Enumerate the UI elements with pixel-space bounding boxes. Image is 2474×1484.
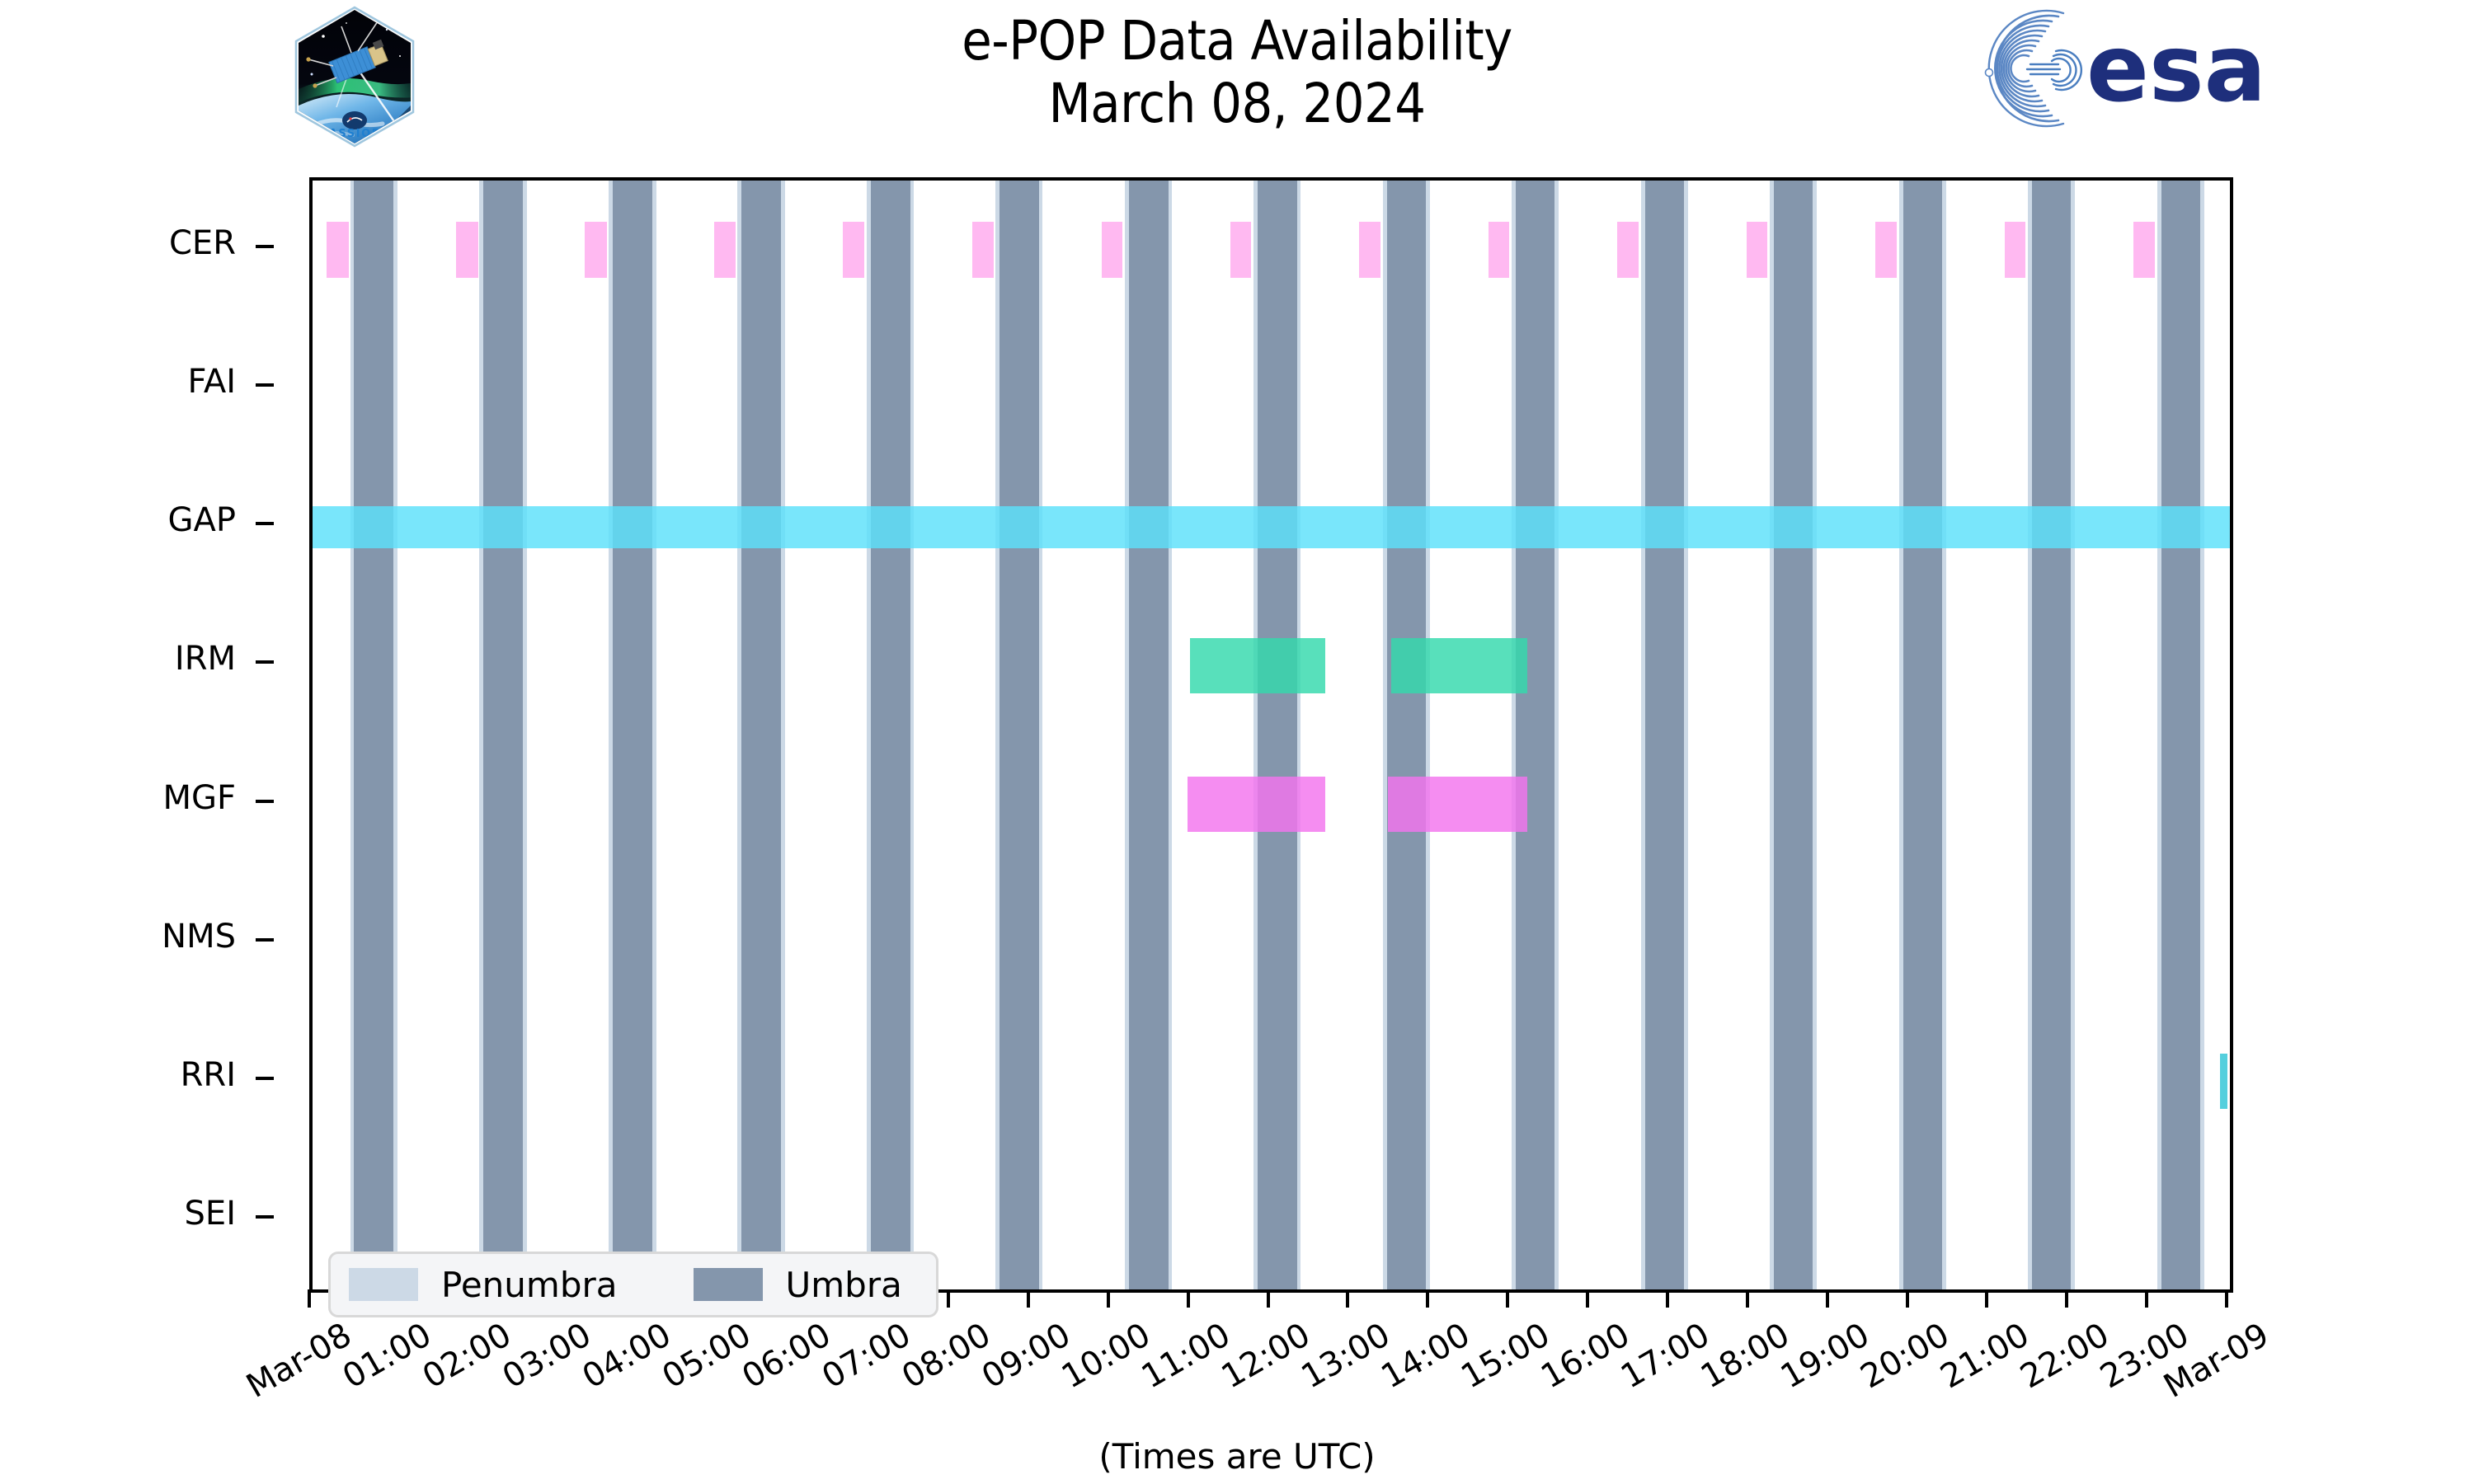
y-tick-label-mgf: MGF: [162, 778, 236, 817]
esa-wordmark: esa: [2086, 16, 2266, 123]
esa-swirl-icon: [1984, 9, 2083, 128]
x-tick-mark: [1905, 1289, 1909, 1308]
umbra-band: [2031, 181, 2072, 1289]
umbra-band: [871, 181, 910, 1289]
y-tick-mark: [256, 660, 274, 665]
legend-item-penumbra: Penumbra: [331, 1265, 618, 1305]
x-tick-mark: [1106, 1289, 1110, 1308]
data-block-cer: [843, 222, 865, 278]
umbra-band: [354, 181, 393, 1289]
data-block-cer: [1102, 222, 1123, 278]
data-block-cer: [1616, 222, 1639, 278]
data-block-cer: [2133, 222, 2155, 278]
umbra-band: [1773, 181, 1813, 1289]
data-block-cer: [1874, 222, 1898, 278]
x-tick-mark: [1026, 1289, 1030, 1308]
data-block-irm: [1390, 637, 1528, 694]
x-tick-mark: [1985, 1289, 1989, 1308]
x-tick-mark: [1266, 1289, 1270, 1308]
legend-label-penumbra: Penumbra: [441, 1264, 618, 1305]
y-tick-mark: [256, 245, 274, 249]
legend: Penumbra Umbra: [328, 1252, 938, 1317]
data-block-gap: [313, 506, 2230, 548]
data-block-cer: [972, 222, 995, 278]
data-block-cer: [1746, 222, 1768, 278]
legend-swatch-penumbra: [349, 1268, 418, 1301]
x-tick-mark: [1186, 1289, 1190, 1308]
plot-inner: [313, 181, 2230, 1289]
header: CASSIOPE e-POP Data Availability March 0…: [0, 0, 2474, 177]
x-tick-mark: [1346, 1289, 1350, 1308]
data-block-cer: [327, 222, 349, 278]
y-tick-mark: [256, 799, 274, 803]
title-line-1: e-POP Data Availability: [962, 9, 1512, 73]
umbra-band: [1515, 181, 1555, 1289]
x-tick-mark: [1825, 1289, 1829, 1308]
data-block-mgf: [1387, 776, 1528, 833]
x-axis-labels: Mar-08 01:00 02:00 03:00 04:00 05:00 06:00 07:0…: [0, 1316, 2474, 1439]
data-block-cer: [1230, 222, 1252, 278]
x-axis-title: (Times are UTC): [1098, 1436, 1376, 1477]
y-tick-mark: [256, 383, 274, 387]
umbra-band: [613, 181, 652, 1289]
data-block-cer: [585, 222, 607, 278]
y-tick-label-rri: RRI: [180, 1055, 236, 1094]
y-tick-label-irm: IRM: [174, 640, 236, 679]
x-tick-mark: [1426, 1289, 1430, 1308]
umbra-band: [1903, 181, 1943, 1289]
x-tick-mark: [1745, 1289, 1749, 1308]
title-line-2: March 08, 2024: [1048, 72, 1426, 135]
umbra-band: [1258, 181, 1297, 1289]
data-block-irm: [1189, 637, 1326, 694]
x-tick-mark: [1586, 1289, 1589, 1308]
umbra-band: [999, 181, 1039, 1289]
data-block-cer: [714, 222, 736, 278]
umbra-band: [1129, 181, 1169, 1289]
x-tick-mark: [2145, 1289, 2149, 1308]
legend-item-umbra: Umbra: [675, 1265, 902, 1305]
y-tick-mark: [256, 1214, 274, 1219]
x-tick-mark: [947, 1289, 950, 1308]
y-tick-mark: [256, 1076, 274, 1080]
legend-label-umbra: Umbra: [785, 1264, 902, 1305]
y-tick-mark: [256, 937, 274, 942]
data-block-rri: [2220, 1054, 2228, 1110]
y-tick-label-cer: CER: [169, 224, 236, 263]
x-tick-mark: [1506, 1289, 1510, 1308]
data-block-cer: [2004, 222, 2025, 278]
page-title: e-POP Data Availability March 08, 2024: [742, 10, 1732, 135]
data-block-mgf: [1187, 776, 1326, 833]
esa-logo: esa: [1954, 8, 2326, 128]
umbra-band: [2161, 181, 2201, 1289]
y-tick-label-nms: NMS: [162, 917, 236, 956]
x-tick-mark: [308, 1289, 311, 1308]
umbra-band: [741, 181, 781, 1289]
data-block-cer: [456, 222, 478, 278]
plot-area: [309, 177, 2233, 1293]
cassiope-logo: CASSIOPE: [272, 5, 437, 170]
x-tick-mark: [2225, 1289, 2228, 1308]
x-tick-mark: [2065, 1289, 2069, 1308]
y-axis: CER FAI GAP IRM MGF NMS RRI SEI: [0, 177, 274, 1286]
umbra-band: [1644, 181, 1685, 1289]
y-tick-label-sei: SEI: [184, 1194, 236, 1233]
data-block-cer: [1489, 222, 1510, 278]
y-tick-label-fai: FAI: [187, 363, 237, 402]
data-block-cer: [1359, 222, 1381, 278]
legend-swatch-umbra: [693, 1268, 763, 1301]
x-tick-mark: [1665, 1289, 1669, 1308]
umbra-band: [483, 181, 523, 1289]
y-tick-label-gap: GAP: [167, 501, 236, 540]
umbra-band: [1386, 181, 1427, 1289]
y-tick-mark: [256, 522, 274, 526]
svg-text:CASSIOPE: CASSIOPE: [320, 128, 390, 140]
